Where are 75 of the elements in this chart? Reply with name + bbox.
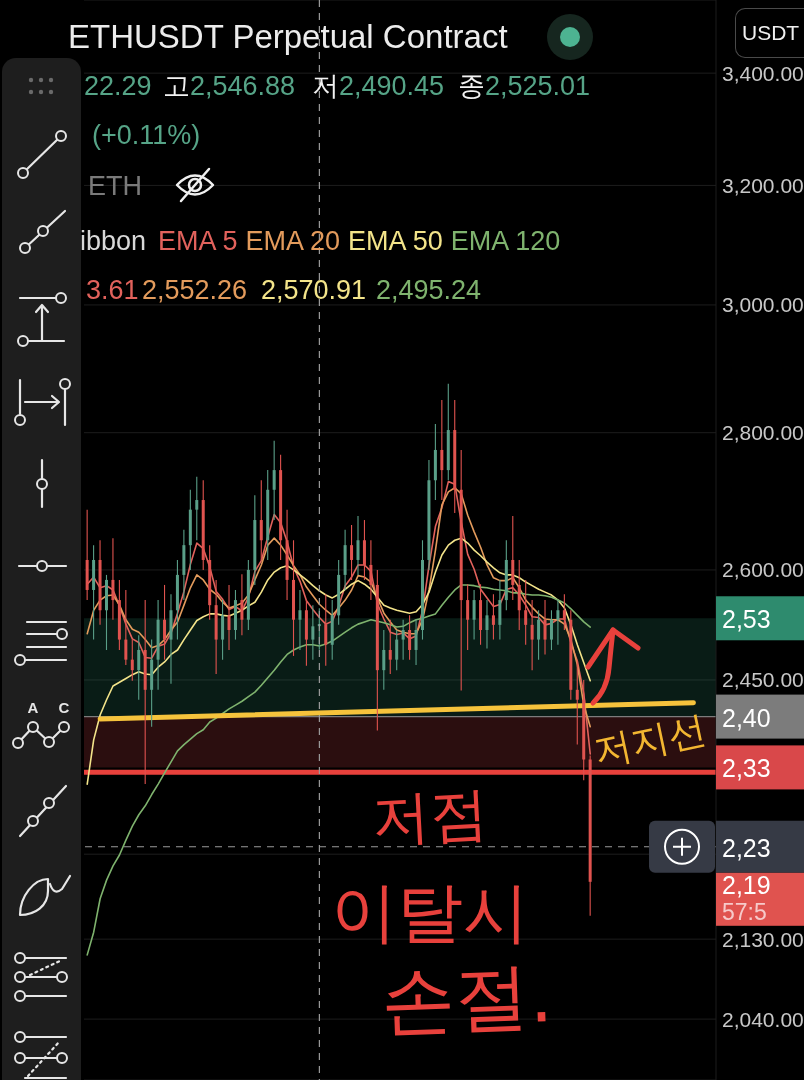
candlestick bbox=[440, 399, 444, 501]
annotation: ETH bbox=[88, 169, 142, 203]
annotation: 이탈시 bbox=[331, 873, 529, 951]
annotation: ibbon bbox=[80, 224, 147, 258]
text: EMA 50 bbox=[348, 225, 443, 257]
candlestick bbox=[163, 584, 167, 661]
y-tick-label: 3,400.00 bbox=[722, 61, 804, 85]
candlestick bbox=[543, 599, 547, 655]
line-series bbox=[86, 584, 592, 956]
candlestick bbox=[549, 609, 553, 651]
candlestick bbox=[324, 593, 328, 667]
candlestick bbox=[130, 639, 134, 682]
text: ETHUSDT Perpetual Contract bbox=[68, 17, 508, 57]
candlestick bbox=[272, 440, 276, 521]
annotation: 2,552.26 bbox=[142, 273, 248, 307]
y-tick-label: 2,040.00 bbox=[722, 1007, 804, 1031]
candlestick bbox=[369, 539, 373, 601]
candlestick bbox=[414, 619, 418, 666]
text: EMA 120 bbox=[450, 225, 561, 257]
annotation: 22.29 bbox=[84, 69, 152, 103]
line-series bbox=[86, 537, 592, 785]
annotation: 3.61 bbox=[86, 273, 139, 307]
candlestick bbox=[491, 593, 495, 641]
candlestick bbox=[408, 614, 412, 661]
currency-button: USDT bbox=[735, 8, 804, 58]
candlestick bbox=[195, 476, 199, 541]
candlestick bbox=[395, 629, 399, 671]
y-tick-label: 2,800.00 bbox=[722, 421, 804, 445]
annotation: 저2,490.45 bbox=[312, 69, 445, 103]
candlestick bbox=[575, 659, 579, 746]
annotation: 종2,525.01 bbox=[458, 69, 591, 103]
candlestick bbox=[524, 579, 528, 646]
candlestick bbox=[466, 583, 470, 651]
candlestick bbox=[104, 574, 108, 651]
text: 2,19 bbox=[722, 870, 771, 899]
candlestick bbox=[259, 479, 263, 561]
annotation: 2,570.91 bbox=[261, 273, 367, 307]
y-tick-label: 3,200.00 bbox=[722, 173, 804, 197]
y-tick-label: 2,600.00 bbox=[722, 558, 804, 582]
annotation: 손절. bbox=[379, 952, 555, 1044]
candlestick bbox=[298, 589, 302, 651]
candlestick bbox=[240, 573, 244, 636]
annotation: (+0.11%) bbox=[92, 118, 201, 152]
band-label: 2,53 bbox=[722, 605, 771, 634]
candlestick bbox=[124, 589, 128, 666]
candlestick bbox=[111, 537, 115, 621]
candlestick bbox=[137, 634, 141, 701]
annotation: 저점 bbox=[370, 779, 490, 853]
candlestick bbox=[401, 619, 405, 661]
candlestick bbox=[472, 589, 476, 641]
annotation: 고2,546.88 bbox=[163, 69, 296, 103]
band-label: 2,33 bbox=[722, 754, 771, 783]
candlestick bbox=[485, 599, 489, 650]
candlestick bbox=[420, 539, 424, 641]
annotation: 2,495.24 bbox=[376, 273, 482, 307]
text: EMA 20 bbox=[245, 225, 341, 257]
text: 57:5 bbox=[722, 898, 767, 925]
candlestick bbox=[311, 604, 315, 661]
candlestick bbox=[388, 619, 392, 675]
candlestick bbox=[556, 599, 560, 646]
candlestick bbox=[537, 609, 541, 661]
candlestick bbox=[292, 539, 296, 657]
annotation: 저지선 bbox=[589, 706, 711, 774]
y-tick-label: 2,450.00 bbox=[722, 668, 804, 692]
text: 2,40 bbox=[722, 703, 771, 732]
text: EMA 5 bbox=[158, 225, 238, 257]
candlestick bbox=[562, 593, 566, 631]
text: 2,23 bbox=[722, 833, 771, 862]
y-tick-label: 3,000.00 bbox=[722, 293, 804, 317]
candlestick bbox=[356, 515, 360, 576]
candlestick bbox=[382, 629, 386, 691]
candlestick bbox=[530, 599, 534, 671]
y-tick-label: 2,130.00 bbox=[722, 927, 804, 951]
candlestick bbox=[350, 524, 354, 581]
candlestick bbox=[227, 584, 231, 651]
